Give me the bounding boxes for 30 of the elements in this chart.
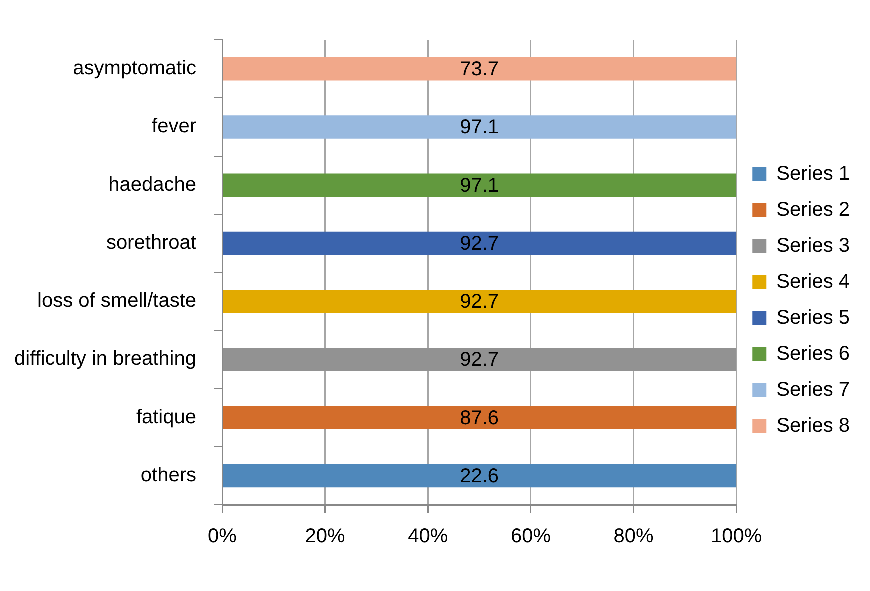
legend-label: Series 8	[776, 415, 850, 438]
x-tick-label: 100%	[711, 526, 762, 548]
legend-label: Series 4	[776, 271, 850, 294]
legend-label: Series 5	[776, 307, 850, 330]
y-tick-label: loss of smell/taste	[38, 290, 196, 312]
x-tick-label: 40%	[408, 526, 448, 548]
annotation: 92.7	[460, 232, 500, 255]
y-tick-label: others	[140, 464, 196, 486]
annotation: 92.7	[460, 291, 500, 314]
x-tick-label: 60%	[510, 526, 552, 548]
y-tick-label: asymptomatic	[73, 58, 196, 80]
legend-label: Series 3	[776, 235, 850, 258]
y-tick-label: difficulty in breathing	[14, 348, 196, 370]
annotation: 87.6	[460, 407, 500, 430]
legend-label: Series 1	[776, 163, 850, 186]
annotation: 22.6	[460, 465, 500, 488]
x-tick-label: 80%	[614, 526, 654, 548]
annotation: 73.7	[460, 58, 500, 81]
x-tick-label: 20%	[305, 526, 346, 548]
legend-label: Series 2	[776, 199, 850, 222]
annotation: 97.1	[460, 116, 500, 139]
y-tick-label: sorethroat	[106, 232, 197, 254]
annotation: 97.1	[460, 174, 500, 197]
y-tick-label: fatique	[136, 406, 196, 428]
legend-label: Series 7	[776, 379, 850, 402]
annotation: 92.7	[460, 349, 500, 372]
legend-label: Series 6	[776, 343, 850, 366]
x-tick-label: 0%	[208, 526, 238, 548]
y-tick-label: haedache	[108, 174, 196, 196]
y-tick-label: fever	[152, 116, 197, 138]
